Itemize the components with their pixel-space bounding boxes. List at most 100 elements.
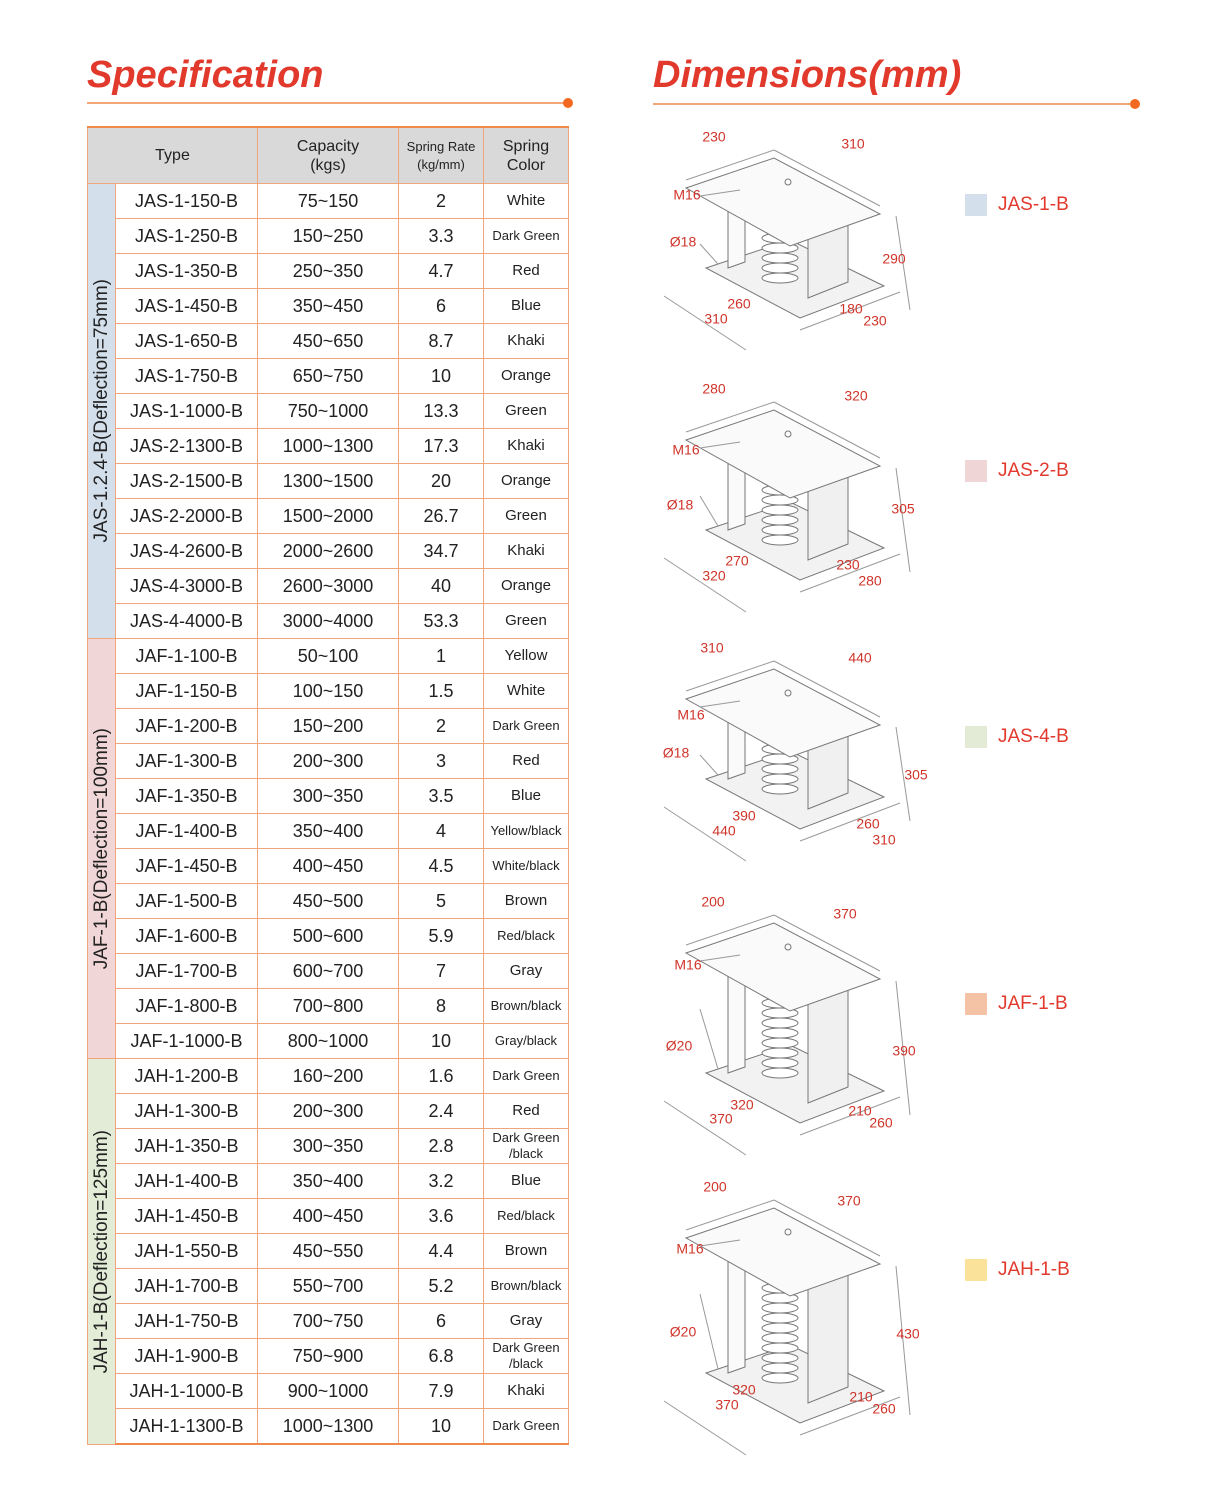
- cell: Gray: [483, 953, 569, 989]
- dimension-label: M16: [677, 707, 704, 723]
- header-row: Type Capacity (kgs) Spring Rate (kg/mm) Sprin…: [87, 126, 569, 184]
- cell: JAH-1-200-B: [115, 1058, 258, 1094]
- cell: Green: [483, 603, 569, 639]
- table-row: JAH-1-B(Deflection=125mm) JAH-1-200-B 160~…: [87, 1058, 569, 1445]
- cell: 6: [398, 1303, 484, 1339]
- cell: 7: [398, 953, 484, 989]
- cell: Dark Green /black: [483, 1338, 569, 1374]
- dimension-label: 310: [704, 311, 728, 327]
- cell: Dark Green: [483, 218, 569, 254]
- cell: White: [483, 673, 569, 709]
- dimension-label: 370: [709, 1111, 733, 1127]
- table-row: JAF-1-700-B 600~700 7 Gray: [88, 953, 569, 989]
- cell: Green: [483, 498, 569, 534]
- cell: Khaki: [483, 1373, 569, 1409]
- table-row: JAH-1-450-B 400~450 3.6 Red/black: [88, 1198, 569, 1234]
- cell: Dark Green: [483, 1058, 569, 1094]
- dimension-label: 440: [712, 823, 736, 839]
- rule-dot: [563, 98, 573, 108]
- table-row: JAS-1-750-B 650~750 10 Orange: [88, 358, 569, 394]
- dimension-label: Ø18: [667, 497, 694, 513]
- cell: Khaki: [483, 428, 569, 464]
- cell: White: [483, 183, 569, 219]
- header-text: Capacity: [296, 137, 360, 155]
- spec-table: Type Capacity (kgs) Spring Rate (kg/mm) Sprin…: [87, 126, 569, 1445]
- spring-coil: [761, 524, 799, 536]
- leader-line: [699, 189, 741, 197]
- dimension-label: 440: [848, 650, 872, 666]
- table-row: JAH-1-900-B 750~900 6.8 Dark Green /black: [88, 1338, 569, 1374]
- dimension-line: [773, 660, 881, 718]
- dimension-line: [685, 1199, 775, 1231]
- cell: JAH-1-750-B: [115, 1303, 258, 1339]
- spring-coil: [761, 1342, 799, 1354]
- cell: 100~150: [257, 673, 399, 709]
- dimension-line: [663, 557, 747, 613]
- cell: 2.8: [398, 1128, 484, 1164]
- top-plate: [684, 157, 882, 247]
- cell: 34.7: [398, 533, 484, 569]
- leader-line: [699, 954, 741, 962]
- dimension-line: [773, 149, 881, 207]
- table-row: JAS-1.2.4-B(Deflection=75mm) JAS-1-150-B 7…: [87, 183, 569, 639]
- spring-coil: [761, 252, 799, 264]
- table-row: JAH-1-700-B 550~700 5.2 Brown/black: [88, 1268, 569, 1304]
- dimension-label: 290: [882, 251, 906, 267]
- cell: JAH-1-450-B: [115, 1198, 258, 1234]
- dimension-label: 370: [837, 1193, 861, 1209]
- cell: 10: [398, 1023, 484, 1059]
- cell: Red: [483, 1093, 569, 1129]
- dimension-label: 305: [891, 501, 915, 517]
- column-header: Capacity (kgs): [257, 126, 399, 184]
- cell: 2.4: [398, 1093, 484, 1129]
- bolt-hole: [784, 430, 792, 438]
- cell: JAF-1-600-B: [115, 918, 258, 954]
- cell: JAF-1-100-B: [115, 638, 258, 674]
- dimension-line: [663, 1100, 747, 1156]
- cell: Red: [483, 743, 569, 779]
- cell: 700~750: [257, 1303, 399, 1339]
- top-plate: [684, 668, 882, 758]
- cell: 150~200: [257, 708, 399, 744]
- cell: Dark Green: [483, 1408, 569, 1445]
- dimension-line: [799, 802, 901, 842]
- cell: 350~450: [257, 288, 399, 324]
- cell: JAS-2-2000-B: [115, 498, 258, 534]
- cell: Yellow: [483, 638, 569, 674]
- cell: 17.3: [398, 428, 484, 464]
- cell: 2600~3000: [257, 568, 399, 604]
- dimension-label: 230: [702, 129, 726, 145]
- cell: Blue: [483, 288, 569, 324]
- table-row: JAH-1-400-B 350~400 3.2 Blue: [88, 1163, 569, 1199]
- table-row: JAF-1-B(Deflection=100mm) JAF-1-100-B 50~1…: [87, 638, 569, 1059]
- header-text: Color: [506, 156, 546, 174]
- table-row: JAS-4-2600-B 2000~2600 34.7 Khaki: [88, 533, 569, 569]
- dimension-label: 390: [732, 808, 756, 824]
- cell: JAS-4-4000-B: [115, 603, 258, 639]
- table-row: JAS-1-250-B 150~250 3.3 Dark Green: [88, 218, 569, 254]
- leader-line: [699, 754, 719, 776]
- header-text: (kg/mm): [417, 156, 465, 172]
- cell: Gray/black: [483, 1023, 569, 1059]
- spring-coil: [761, 1372, 799, 1384]
- dimension-label: 260: [869, 1115, 893, 1131]
- cell: 75~150: [257, 183, 399, 219]
- cell: 250~350: [257, 253, 399, 289]
- dimension-line: [895, 980, 911, 1116]
- cell: Brown/black: [483, 1268, 569, 1304]
- cell: 53.3: [398, 603, 484, 639]
- table-row: JAF-1-350-B 300~350 3.5 Blue: [88, 778, 569, 814]
- dimension-label: 260: [872, 1401, 896, 1417]
- table-row: JAF-1-150-B 100~150 1.5 White: [88, 673, 569, 709]
- dimension-label: 320: [844, 388, 868, 404]
- top-plate: [684, 409, 882, 499]
- cell: 5.9: [398, 918, 484, 954]
- base-plate: [704, 1344, 886, 1424]
- cell: JAF-1-200-B: [115, 708, 258, 744]
- cell: JAF-1-800-B: [115, 988, 258, 1024]
- cell: 200~300: [257, 743, 399, 779]
- dimension-label: 200: [703, 1179, 727, 1195]
- dimension-line: [663, 295, 747, 351]
